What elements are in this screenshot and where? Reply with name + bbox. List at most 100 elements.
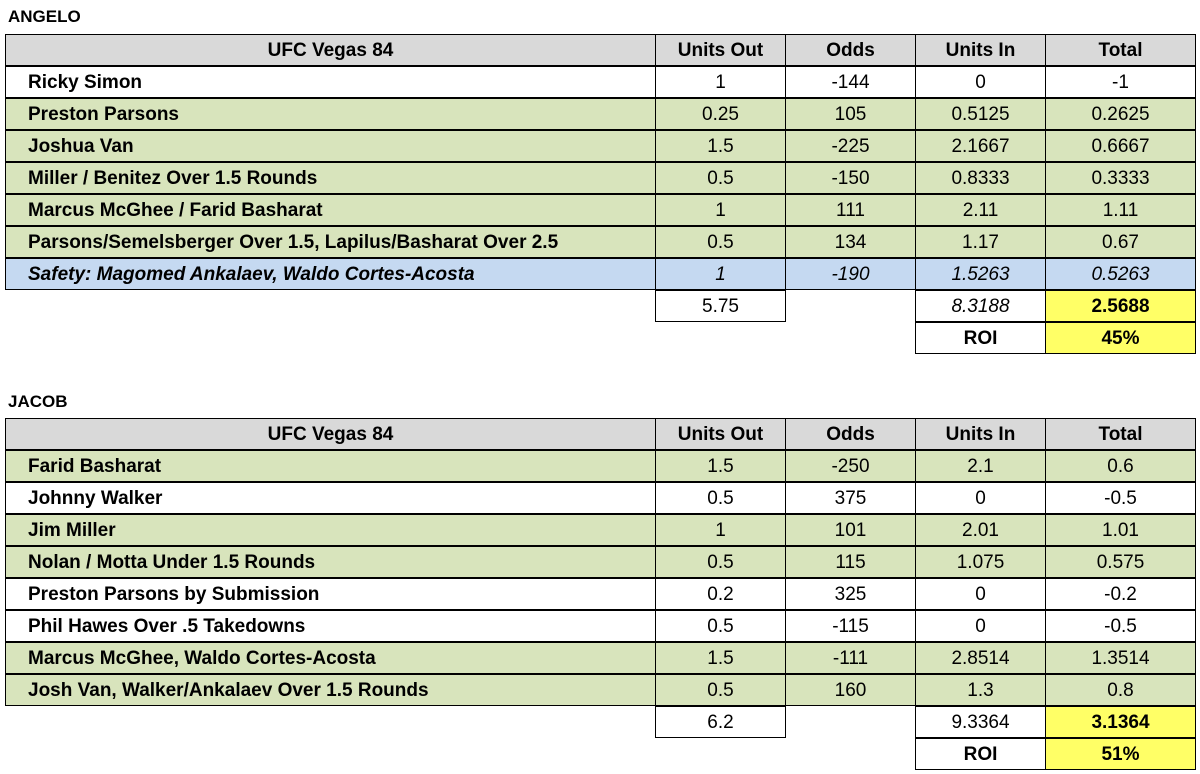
- total-cell: 0.2625: [1045, 98, 1196, 130]
- bet-cell: Safety: Magomed Ankalaev, Waldo Cortes-A…: [5, 258, 656, 290]
- units-in-cell: 0.5125: [915, 98, 1046, 130]
- total-cell: -0.5: [1045, 482, 1196, 514]
- bet-cell: Johnny Walker: [5, 482, 656, 514]
- units-out-cell: 1.5: [655, 450, 786, 482]
- table-row: Preston Parsons 0.25 105 0.5125 0.2625: [5, 98, 1196, 130]
- table-row: Safety: Magomed Ankalaev, Waldo Cortes-A…: [5, 258, 1196, 290]
- units-in-cell: 2.1667: [915, 130, 1046, 162]
- units-out-cell: 0.25: [655, 98, 786, 130]
- sum-row: 5.75 8.3188 2.5688: [5, 290, 1196, 322]
- table-row: Miller / Benitez Over 1.5 Rounds 0.5 -150 0…: [5, 162, 1196, 194]
- sum-row: 6.2 9.3364 3.1364: [5, 706, 1196, 738]
- units-in-cell: 2.8514: [915, 642, 1046, 674]
- section-title-angelo: ANGELO: [8, 7, 81, 26]
- bet-cell: Nolan / Motta Under 1.5 Rounds: [5, 546, 656, 578]
- units-in-cell: 2.1: [915, 450, 1046, 482]
- table-row: Marcus McGhee, Waldo Cortes-Acosta 1.5 -11…: [5, 642, 1196, 674]
- units-in-cell: 0: [915, 482, 1046, 514]
- table-row: Johnny Walker 0.5 375 0 -0.5: [5, 482, 1196, 514]
- units-in-cell: 1.075: [915, 546, 1046, 578]
- header-event: UFC Vegas 84: [5, 34, 656, 66]
- table-row: Joshua Van 1.5 -225 2.1667 0.6667: [5, 130, 1196, 162]
- table-row: Parsons/Semelsberger Over 1.5, Lapilus/B…: [5, 226, 1196, 258]
- total-cell: 0.5263: [1045, 258, 1196, 290]
- sum-total: 2.5688: [1045, 290, 1196, 322]
- total-cell: 0.575: [1045, 546, 1196, 578]
- bet-cell: Farid Basharat: [5, 450, 656, 482]
- table-row: Nolan / Motta Under 1.5 Rounds 0.5 115 1.07…: [5, 546, 1196, 578]
- units-in-cell: 2.11: [915, 194, 1046, 226]
- sum-units-in: 8.3188: [915, 290, 1046, 322]
- table-row: Jim Miller 1 101 2.01 1.01: [5, 514, 1196, 546]
- odds-cell: -250: [785, 450, 916, 482]
- roi-row: ROI 45%: [5, 322, 1196, 354]
- total-cell: -0.5: [1045, 610, 1196, 642]
- sum-total: 3.1364: [1045, 706, 1196, 738]
- bet-cell: Phil Hawes Over .5 Takedowns: [5, 610, 656, 642]
- total-cell: 1.11: [1045, 194, 1196, 226]
- header-total: Total: [1045, 418, 1196, 450]
- units-in-cell: 1.17: [915, 226, 1046, 258]
- header-row: UFC Vegas 84 Units Out Odds Units In Total: [5, 418, 1196, 450]
- units-out-cell: 0.5: [655, 162, 786, 194]
- table-row: Preston Parsons by Submission 0.2 325 0 -0.2: [5, 578, 1196, 610]
- bet-cell: Joshua Van: [5, 130, 656, 162]
- odds-cell: 115: [785, 546, 916, 578]
- total-cell: 0.6667: [1045, 130, 1196, 162]
- units-out-cell: 0.5: [655, 546, 786, 578]
- units-out-cell: 1: [655, 258, 786, 290]
- roi-row: ROI 51%: [5, 738, 1196, 770]
- units-in-cell: 1.5263: [915, 258, 1046, 290]
- odds-cell: 101: [785, 514, 916, 546]
- roi-value: 45%: [1045, 322, 1196, 354]
- units-out-cell: 1: [655, 66, 786, 98]
- roi-value: 51%: [1045, 738, 1196, 770]
- bet-cell: Jim Miller: [5, 514, 656, 546]
- header-units-out: Units Out: [655, 34, 786, 66]
- section-title-jacob: JACOB: [8, 392, 68, 411]
- total-cell: 1.01: [1045, 514, 1196, 546]
- odds-cell: -115: [785, 610, 916, 642]
- odds-cell: -190: [785, 258, 916, 290]
- bet-cell: Preston Parsons by Submission: [5, 578, 656, 610]
- units-out-cell: 1.5: [655, 642, 786, 674]
- table-row: Farid Basharat 1.5 -250 2.1 0.6: [5, 450, 1196, 482]
- units-out-cell: 1: [655, 514, 786, 546]
- bet-cell: Ricky Simon: [5, 66, 656, 98]
- total-cell: 1.3514: [1045, 642, 1196, 674]
- header-odds: Odds: [785, 418, 916, 450]
- total-cell: -0.2: [1045, 578, 1196, 610]
- header-units-out: Units Out: [655, 418, 786, 450]
- odds-cell: 375: [785, 482, 916, 514]
- sum-units-in: 9.3364: [915, 706, 1046, 738]
- units-out-cell: 0.5: [655, 674, 786, 706]
- units-out-cell: 0.5: [655, 226, 786, 258]
- header-total: Total: [1045, 34, 1196, 66]
- odds-cell: 134: [785, 226, 916, 258]
- roi-label: ROI: [915, 738, 1046, 770]
- header-odds: Odds: [785, 34, 916, 66]
- odds-cell: -225: [785, 130, 916, 162]
- header-units-in: Units In: [915, 418, 1046, 450]
- table-row: Josh Van, Walker/Ankalaev Over 1.5 Round…: [5, 674, 1196, 706]
- total-cell: 0.6: [1045, 450, 1196, 482]
- units-out-cell: 0.2: [655, 578, 786, 610]
- units-in-cell: 0: [915, 610, 1046, 642]
- units-in-cell: 0.8333: [915, 162, 1046, 194]
- units-out-cell: 0.5: [655, 482, 786, 514]
- units-out-cell: 1: [655, 194, 786, 226]
- table-row: Ricky Simon 1 -144 0 -1: [5, 66, 1196, 98]
- bet-cell: Marcus McGhee, Waldo Cortes-Acosta: [5, 642, 656, 674]
- header-units-in: Units In: [915, 34, 1046, 66]
- bet-cell: Josh Van, Walker/Ankalaev Over 1.5 Round…: [5, 674, 656, 706]
- table-row: Marcus McGhee / Farid Basharat 1 111 2.11 1.…: [5, 194, 1196, 226]
- units-in-cell: 0: [915, 578, 1046, 610]
- table-row: Phil Hawes Over .5 Takedowns 0.5 -115 0 -0.5: [5, 610, 1196, 642]
- bet-cell: Parsons/Semelsberger Over 1.5, Lapilus/B…: [5, 226, 656, 258]
- units-in-cell: 0: [915, 66, 1046, 98]
- sum-units-out: 6.2: [655, 706, 786, 738]
- odds-cell: 105: [785, 98, 916, 130]
- odds-cell: 160: [785, 674, 916, 706]
- total-cell: 0.3333: [1045, 162, 1196, 194]
- units-out-cell: 1.5: [655, 130, 786, 162]
